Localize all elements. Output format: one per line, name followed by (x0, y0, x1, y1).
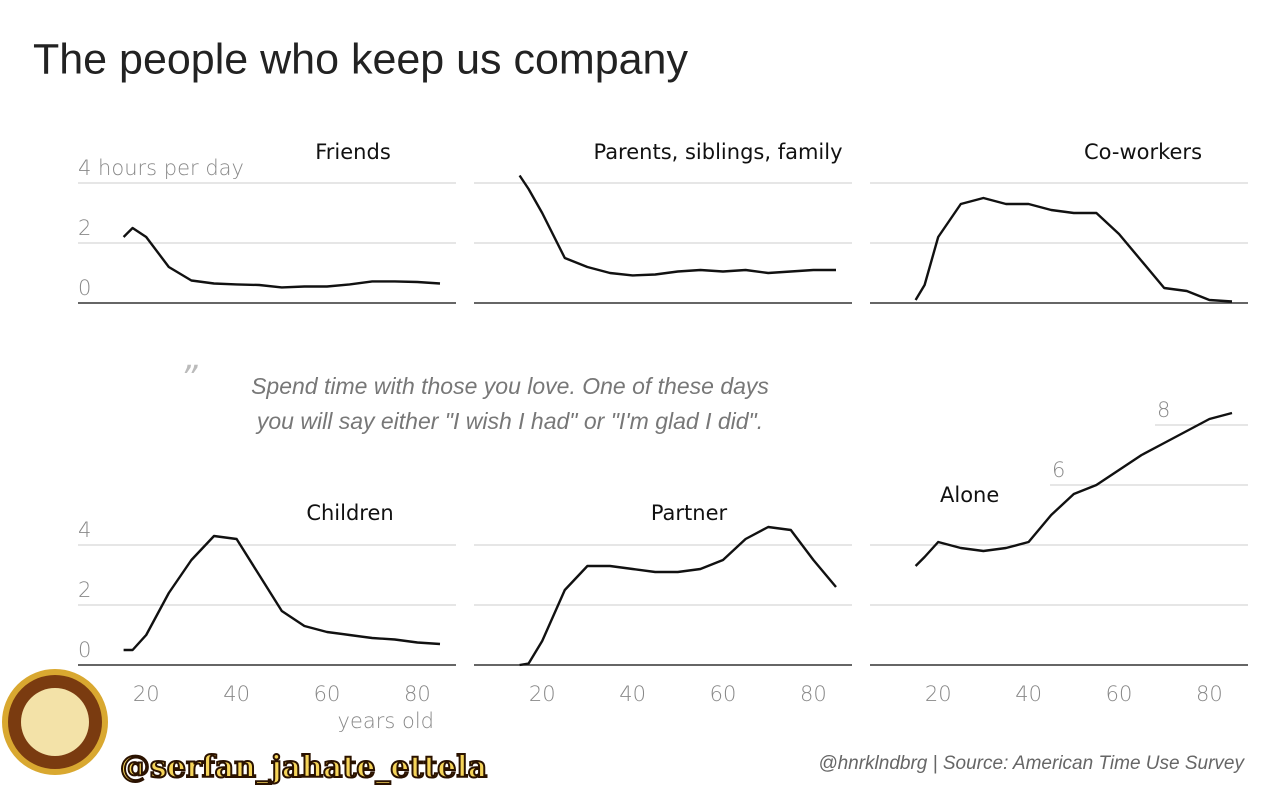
y-tick-label: 8 (1157, 398, 1170, 422)
y-tick-label: 2 (78, 578, 91, 602)
panel-title: Alone (940, 483, 999, 507)
quote-mark: ” (180, 359, 198, 399)
watermark: @serfan_jahate_ettela (120, 750, 487, 785)
data-line (519, 525, 837, 667)
x-tick-label: 40 (1015, 682, 1042, 706)
x-tick-label: 80 (800, 682, 827, 706)
data-line (518, 174, 836, 277)
y-tick-label: 0 (78, 638, 91, 662)
x-tick-label: 80 (1196, 682, 1223, 706)
panel-title: Co-workers (1084, 140, 1202, 164)
x-tick-label: 60 (314, 682, 341, 706)
x-tick-label: 20 (529, 682, 556, 706)
logo-inner (21, 688, 89, 756)
x-tick-label: 60 (1106, 682, 1133, 706)
credit: @hnrklndbrg | Source: American Time Use … (818, 753, 1245, 774)
data-line (914, 196, 1233, 303)
y-tick-label: 4 (78, 518, 91, 542)
y-tick-label: 4 hours per day (78, 156, 244, 180)
panel-title: Children (306, 501, 393, 525)
x-tick-label: 20 (925, 682, 952, 706)
data-line (123, 534, 441, 652)
quote-line: Spend time with those you love. One of t… (251, 373, 769, 399)
y-tick-label: 6 (1052, 458, 1065, 482)
data-line (122, 226, 441, 289)
x-axis-label: years old (338, 709, 434, 733)
page-title: The people who keep us company (33, 35, 688, 83)
y-tick-label: 2 (78, 216, 91, 240)
x-tick-label: 40 (619, 682, 646, 706)
x-tick-label: 80 (404, 682, 431, 706)
x-tick-label: 20 (133, 682, 160, 706)
data-line (914, 411, 1233, 567)
panel-title: Friends (315, 140, 391, 164)
panel-title: Parents, siblings, family (593, 140, 842, 164)
quote-line: you will say either "I wish I had" or "I… (255, 408, 763, 434)
x-tick-label: 40 (223, 682, 250, 706)
y-tick-label: 0 (78, 276, 91, 300)
panel-title: Partner (651, 501, 728, 525)
x-tick-label: 60 (710, 682, 737, 706)
